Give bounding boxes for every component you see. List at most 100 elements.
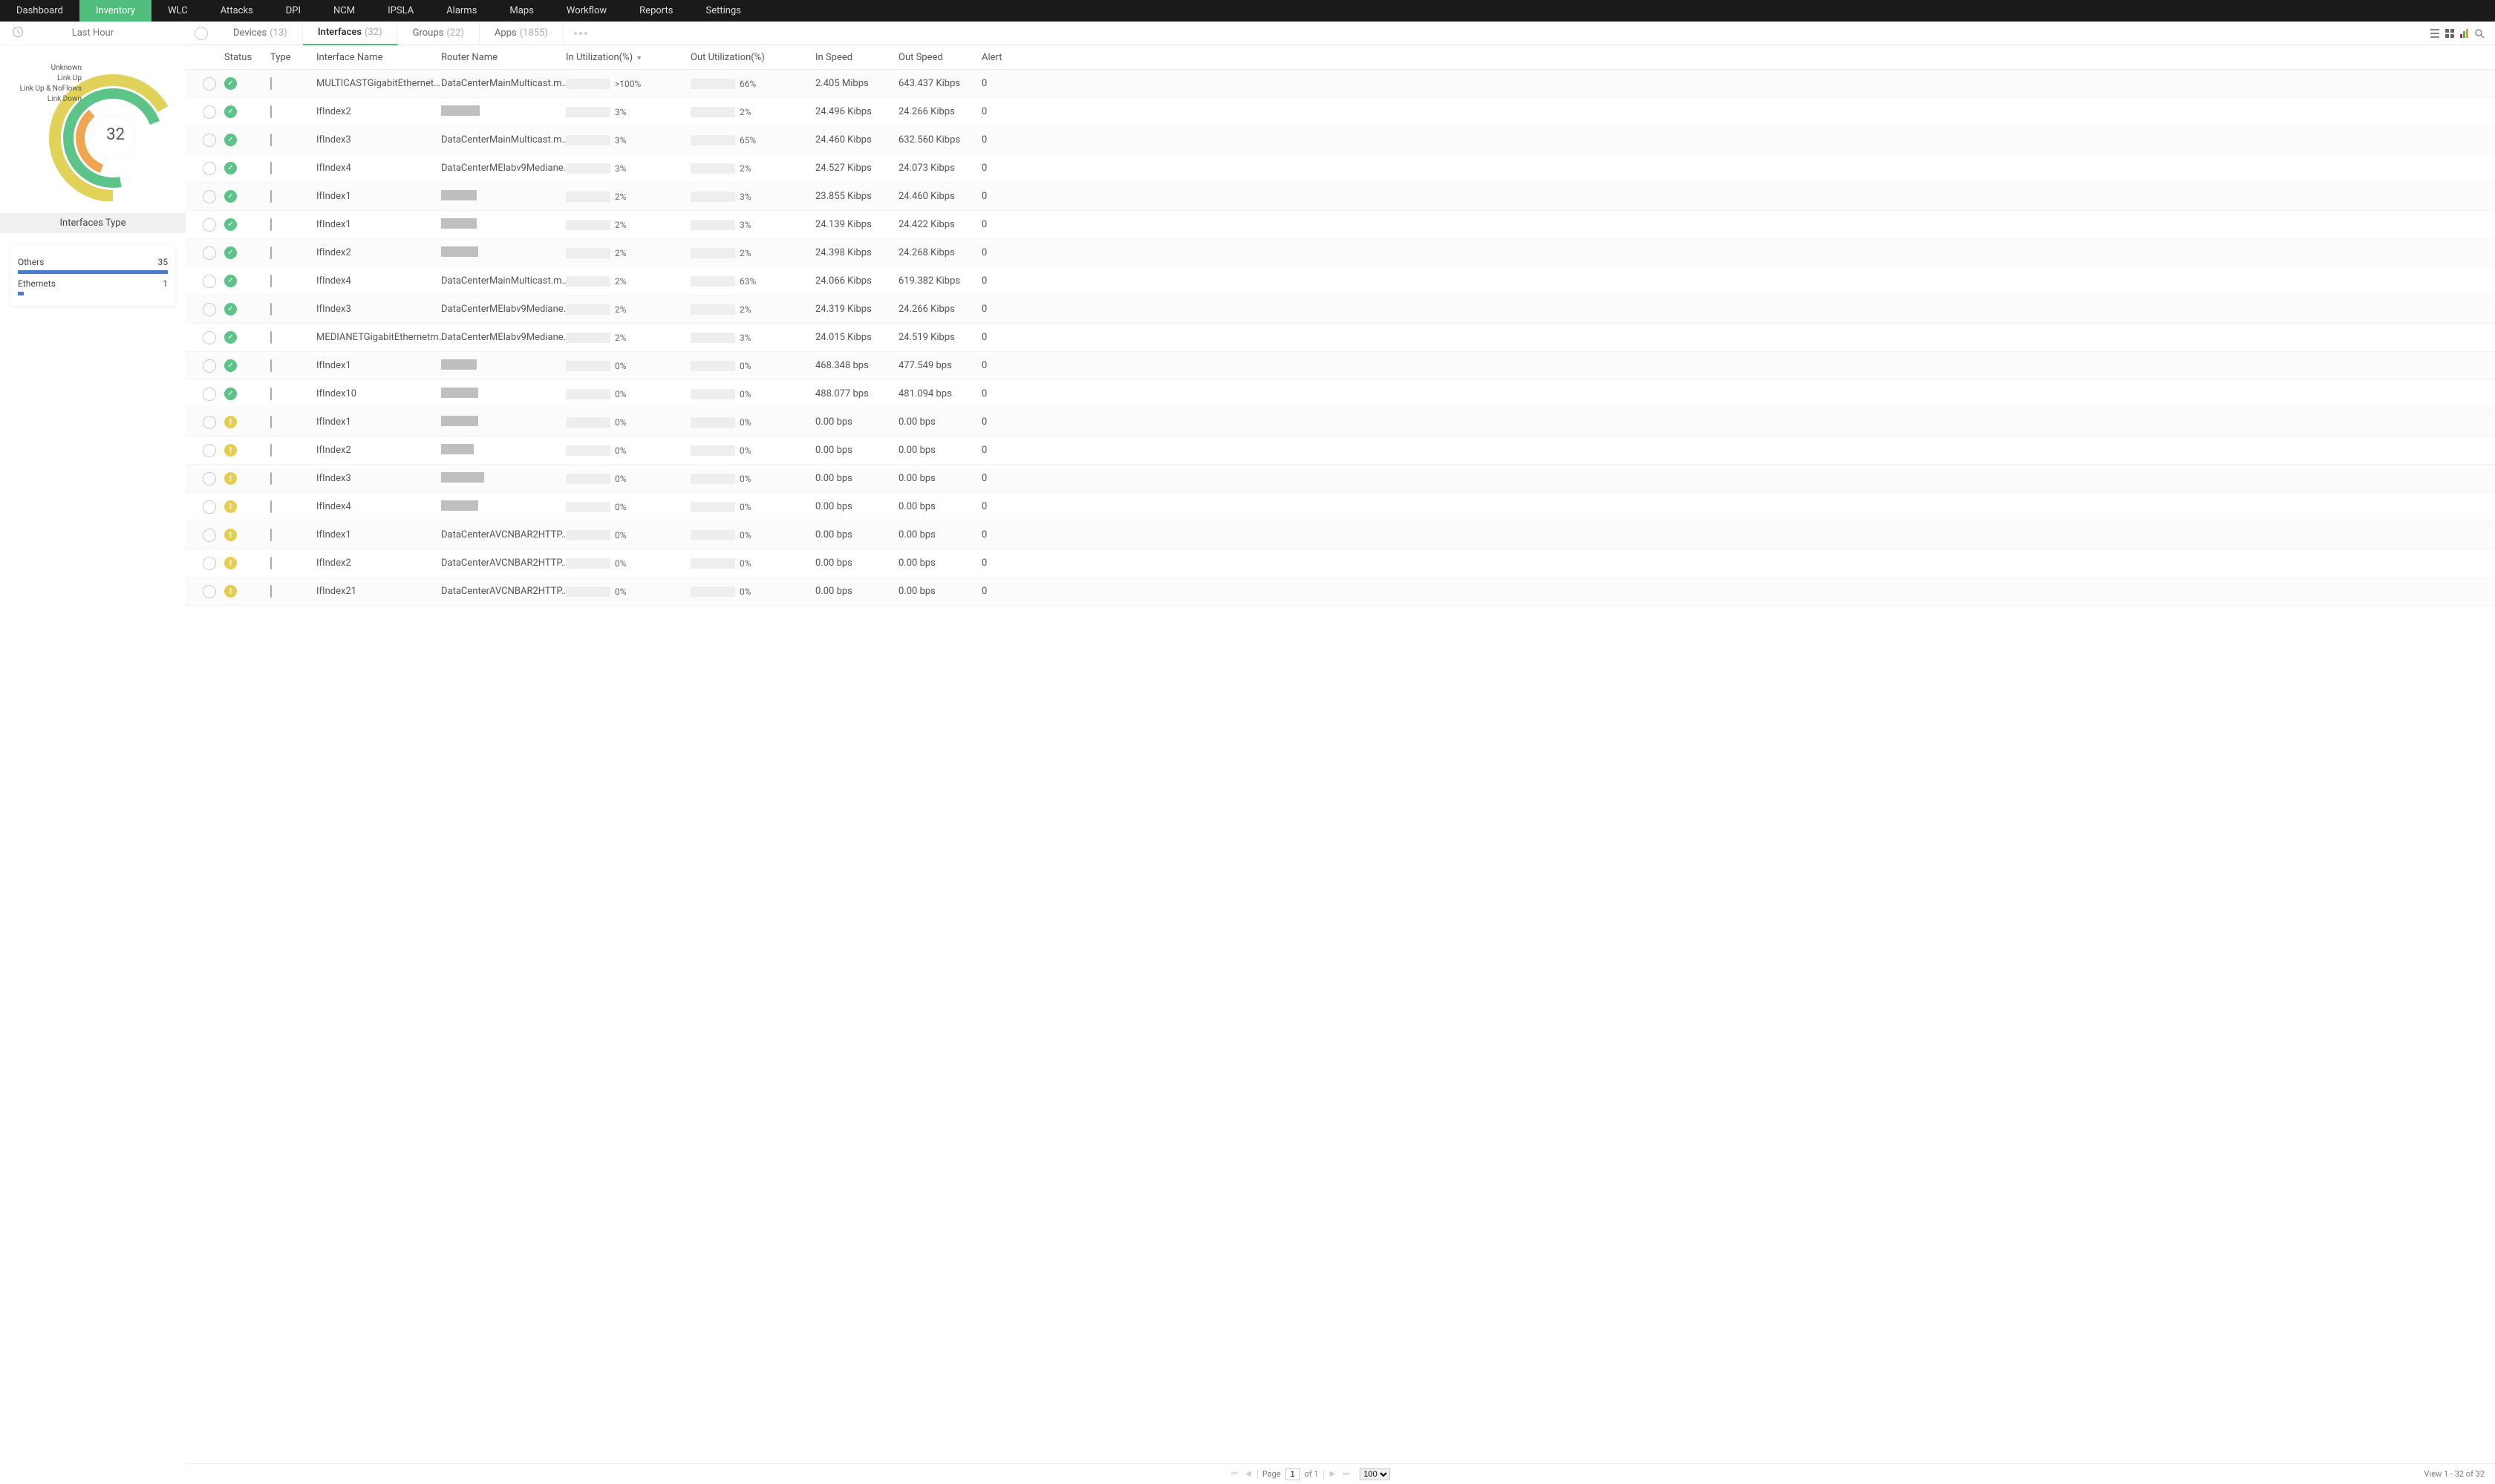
col-interface-name[interactable]: Interface Name — [316, 52, 441, 63]
table-row[interactable]: !IfIndex30%0%0.00 bps0.00 bps0 — [186, 465, 2495, 493]
table-row[interactable]: ✓IfIndex3DataCenterMElabv9Mediane…2%2%24… — [186, 295, 2495, 324]
redacted-text — [441, 388, 478, 398]
donut-center-value: 32 — [106, 125, 125, 144]
row-checkbox[interactable] — [203, 190, 216, 203]
time-range-selector[interactable]: Last Hour — [0, 22, 186, 45]
topnav-item-dashboard[interactable]: Dashboard — [0, 0, 79, 22]
row-checkbox[interactable] — [203, 134, 216, 147]
table-row[interactable]: ✓IfIndex23%2%24.496 Kibps24.266 Kibps0 — [186, 98, 2495, 126]
topnav-item-reports[interactable]: Reports — [623, 0, 689, 22]
out-util-bar — [691, 530, 735, 540]
topnav-item-inventory[interactable]: Inventory — [79, 0, 151, 22]
cell-alert: 0 — [982, 163, 1026, 174]
row-checkbox[interactable] — [203, 162, 216, 175]
topnav-item-wlc[interactable]: WLC — [151, 0, 204, 22]
pager-last-icon[interactable]: ⏭ — [1341, 1470, 1351, 1478]
table-row[interactable]: ✓IfIndex10%0%468.348 bps477.549 bps0 — [186, 352, 2495, 380]
table-row[interactable]: !IfIndex21DataCenterAVCNBAR2HTTP…0%0%0.0… — [186, 578, 2495, 606]
row-checkbox[interactable] — [203, 359, 216, 373]
topnav-item-ipsla[interactable]: IPSLA — [371, 0, 430, 22]
in-util-bar — [566, 586, 610, 597]
cell-in-speed: 0.00 bps — [815, 416, 898, 428]
redacted-text — [441, 246, 478, 257]
table-row[interactable]: ✓IfIndex22%2%24.398 Kibps24.268 Kibps0 — [186, 239, 2495, 267]
table-row[interactable]: !IfIndex20%0%0.00 bps0.00 bps0 — [186, 437, 2495, 465]
cell-out-speed: 0.00 bps — [898, 586, 982, 597]
cell-out-speed: 0.00 bps — [898, 558, 982, 569]
table-row[interactable]: ✓MULTICASTGigabitEthernet…DataCenterMain… — [186, 70, 2495, 98]
row-checkbox[interactable] — [203, 444, 216, 457]
topnav-item-dpi[interactable]: DPI — [270, 0, 317, 22]
col-in-speed[interactable]: In Speed — [815, 52, 898, 63]
col-out-utilization[interactable]: Out Utilization(%) — [691, 52, 815, 63]
topnav-item-alarms[interactable]: Alarms — [430, 0, 493, 22]
row-checkbox[interactable] — [203, 105, 216, 119]
col-out-speed[interactable]: Out Speed — [898, 52, 982, 63]
pager-page-input[interactable] — [1285, 1468, 1300, 1480]
row-checkbox[interactable] — [203, 303, 216, 316]
select-all-checkbox[interactable] — [195, 27, 208, 40]
row-checkbox[interactable] — [203, 529, 216, 542]
topnav-item-attacks[interactable]: Attacks — [204, 0, 270, 22]
pager-first-icon[interactable]: ⏮ — [1230, 1470, 1239, 1478]
row-checkbox[interactable] — [203, 500, 216, 514]
tab-apps[interactable]: Apps (1855) — [480, 22, 564, 45]
row-checkbox[interactable] — [203, 472, 216, 486]
chart-view-icon[interactable] — [2459, 28, 2470, 39]
row-checkbox[interactable] — [203, 331, 216, 344]
col-in-utilization[interactable]: In Utilization(%)▼ — [566, 52, 691, 63]
table-row[interactable]: !IfIndex1DataCenterAVCNBAR2HTTP…0%0%0.00… — [186, 521, 2495, 549]
col-status[interactable]: Status — [224, 52, 270, 63]
row-checkbox[interactable] — [203, 275, 216, 288]
cell-out-speed: 0.00 bps — [898, 445, 982, 456]
table-row[interactable]: ✓MEDIANETGigabitEthernetm…DataCenterMEla… — [186, 324, 2495, 352]
row-checkbox[interactable] — [203, 77, 216, 91]
list-view-icon[interactable] — [2430, 28, 2440, 39]
table-row[interactable]: ✓IfIndex4DataCenterMElabv9Mediane…3%2%24… — [186, 154, 2495, 183]
row-checkbox[interactable] — [203, 388, 216, 401]
interface-type-icon — [270, 416, 272, 428]
clock-icon — [12, 26, 24, 41]
row-checkbox[interactable] — [203, 246, 216, 260]
pager-prev-icon[interactable]: ◀ — [1244, 1470, 1253, 1478]
table-row[interactable]: ✓IfIndex3DataCenterMainMulticast.m…3%65%… — [186, 126, 2495, 154]
col-router-name[interactable]: Router Name — [441, 52, 566, 63]
status-ok-icon: ✓ — [224, 190, 237, 203]
table-row[interactable]: ✓IfIndex12%3%24.139 Kibps24.422 Kibps0 — [186, 211, 2495, 239]
in-util-bar — [566, 474, 610, 484]
pager-per-page-select[interactable]: 100 — [1360, 1468, 1390, 1480]
row-checkbox[interactable] — [203, 557, 216, 570]
table-row[interactable]: ✓IfIndex4DataCenterMainMulticast.m…2%63%… — [186, 267, 2495, 295]
cell-alert: 0 — [982, 219, 1026, 230]
table-row[interactable]: !IfIndex2DataCenterAVCNBAR2HTTP…0%0%0.00… — [186, 549, 2495, 578]
row-checkbox[interactable] — [203, 416, 216, 429]
status-ok-icon: ✓ — [224, 388, 237, 400]
table-row[interactable]: !IfIndex10%0%0.00 bps0.00 bps0 — [186, 408, 2495, 437]
donut-legend-item: Unknown — [20, 63, 82, 73]
cell-interface-name: IfIndex4 — [316, 501, 441, 512]
col-type[interactable]: Type — [270, 52, 316, 63]
table-row[interactable]: !IfIndex40%0%0.00 bps0.00 bps0 — [186, 493, 2495, 521]
row-checkbox[interactable] — [203, 585, 216, 598]
tab-devices[interactable]: Devices (13) — [218, 22, 303, 45]
type-row: Ethernets1 — [18, 278, 168, 289]
table-row[interactable]: ✓IfIndex100%0%488.077 bps481.094 bps0 — [186, 380, 2495, 408]
topnav-item-workflow[interactable]: Workflow — [550, 0, 623, 22]
pager-next-icon[interactable]: ▶ — [1328, 1470, 1337, 1478]
tab-groups[interactable]: Groups (22) — [398, 22, 480, 45]
tab-interfaces[interactable]: Interfaces (32) — [303, 22, 398, 45]
table-row[interactable]: ✓IfIndex12%3%23.855 Kibps24.460 Kibps0 — [186, 183, 2495, 211]
topnav-item-maps[interactable]: Maps — [493, 0, 549, 22]
row-checkbox[interactable] — [203, 218, 216, 232]
status-warn-icon: ! — [224, 472, 237, 485]
more-menu-icon[interactable] — [574, 32, 592, 35]
cell-alert: 0 — [982, 247, 1026, 258]
topnav-item-ncm[interactable]: NCM — [317, 0, 371, 22]
search-icon[interactable] — [2474, 28, 2485, 39]
grid-view-icon[interactable] — [2445, 28, 2455, 39]
cell-out-speed: 632.560 Kibps — [898, 134, 982, 146]
col-alert[interactable]: Alert — [982, 52, 1026, 63]
out-util-value: 2% — [740, 304, 751, 315]
topnav-item-settings[interactable]: Settings — [689, 0, 757, 22]
cell-interface-name: IfIndex10 — [316, 388, 441, 399]
